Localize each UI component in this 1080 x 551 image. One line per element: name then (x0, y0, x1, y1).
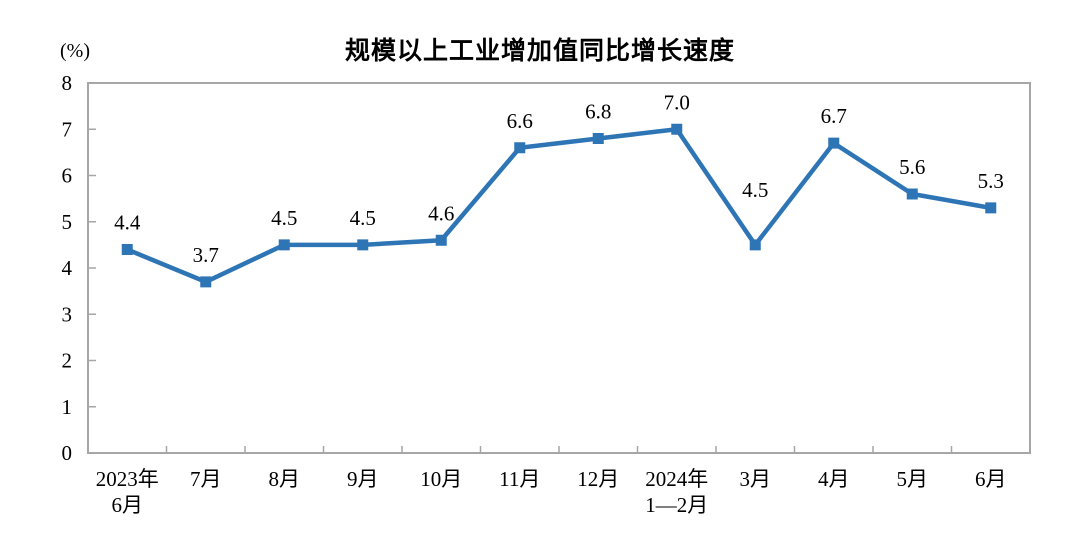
data-point-marker (514, 142, 526, 154)
x-axis-tick-label: 10月 (420, 467, 462, 491)
data-line (126, 126, 992, 285)
x-axis-tick-label: 6月 (112, 493, 144, 517)
y-axis-unit-label: (%) (60, 40, 90, 62)
data-point-label: 4.5 (271, 206, 297, 230)
data-point-marker (906, 188, 918, 200)
data-point-label: 3.7 (193, 243, 219, 267)
data-point-label: 6.6 (507, 109, 533, 133)
x-axis-tick-label: 9月 (347, 467, 379, 491)
x-axis-tick-label: 3月 (740, 467, 772, 491)
x-axis-tick-label: 2023年 (96, 467, 159, 491)
data-point-marker (357, 239, 369, 251)
x-axis-tick-label: 4月 (818, 467, 850, 491)
data-point-label: 5.6 (899, 155, 925, 179)
data-point-label: 4.5 (742, 178, 768, 202)
data-point-marker (828, 137, 840, 149)
x-axis-tick-label: 1—2月 (645, 493, 708, 517)
data-point-marker (278, 239, 290, 251)
x-axis-tick-label: 5月 (897, 467, 929, 491)
y-axis-tick-label: 1 (62, 395, 73, 419)
data-point-marker (121, 244, 133, 255)
data-point-label: 6.8 (585, 100, 611, 124)
y-axis-tick-label: 8 (62, 71, 73, 95)
data-point-marker (671, 123, 683, 135)
data-point-marker (592, 133, 604, 144)
y-axis-tick-label: 4 (62, 256, 73, 280)
y-axis-tick-label: 7 (62, 117, 73, 141)
x-axis-tick-label: 6月 (975, 467, 1007, 491)
data-point-label: 4.4 (114, 211, 141, 235)
data-point-marker (985, 202, 997, 214)
data-point-marker (749, 239, 761, 251)
data-point-label: 5.3 (978, 169, 1004, 193)
data-point-label: 4.5 (350, 206, 376, 230)
x-axis-tick-label: 11月 (499, 467, 540, 491)
y-axis-tick-label: 2 (62, 349, 73, 373)
x-axis-tick-label: 7月 (190, 467, 222, 491)
data-point-label: 4.6 (428, 201, 454, 225)
plot-border (87, 82, 1031, 454)
x-axis-tick-label: 2024年 (645, 467, 708, 491)
chart-title: 规模以上工业增加值同比增长速度 (344, 37, 735, 65)
y-axis-tick-label: 6 (62, 164, 73, 188)
x-axis-tick-label: 12月 (577, 467, 619, 491)
x-axis-tick-label: 8月 (269, 467, 301, 491)
y-axis-tick-label: 5 (62, 210, 73, 234)
y-axis-tick-label: 0 (62, 441, 73, 465)
y-axis-tick-label: 3 (62, 302, 73, 326)
data-point-marker (200, 276, 212, 288)
data-point-label: 7.0 (664, 90, 690, 114)
data-point-marker (435, 234, 447, 246)
data-point-label: 6.7 (821, 104, 847, 128)
